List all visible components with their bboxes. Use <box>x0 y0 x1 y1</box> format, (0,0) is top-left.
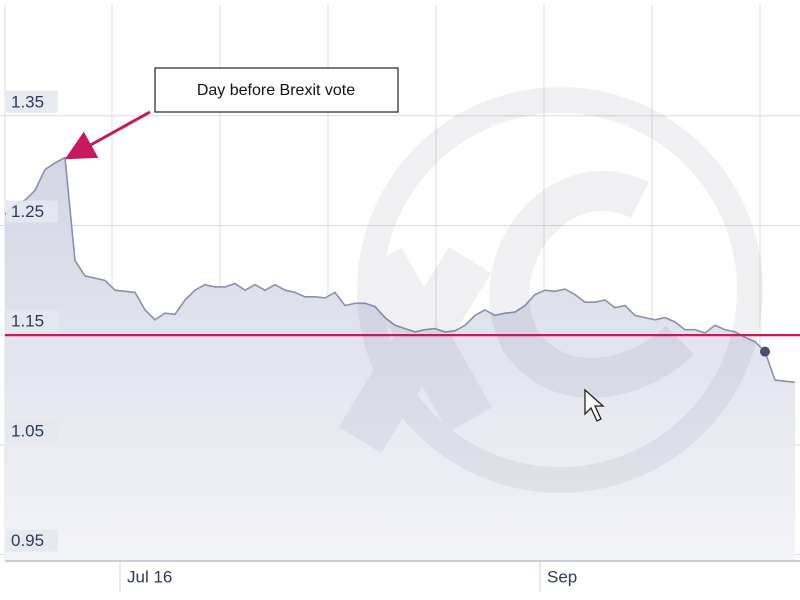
y-tick-label-box <box>6 200 58 223</box>
y-tick-label-box <box>6 310 58 333</box>
y-tick-label: 0.95 <box>11 531 44 550</box>
y-tick-label: 1.05 <box>11 421 44 440</box>
y-tick-label: 1.35 <box>11 92 44 111</box>
plot <box>4 156 800 560</box>
annotation: Day before Brexit vote <box>64 67 399 160</box>
watermark-ring <box>357 87 763 493</box>
mouse-cursor <box>584 388 605 422</box>
highlight-point <box>760 346 770 357</box>
area <box>5 157 795 560</box>
y-tick-label: 1.25 <box>11 202 44 221</box>
axes: 0.95 1.05 1.15 1.25 1.35 Jul 16 Sep <box>5 90 800 592</box>
watermark-x <box>338 246 492 454</box>
annotation-arrow <box>64 110 151 160</box>
y-tick-label-box <box>6 419 58 442</box>
y-tick-label-box <box>6 90 58 113</box>
watermark <box>338 87 763 493</box>
annotation-box <box>154 67 399 113</box>
y-tick-label: 1.15 <box>11 312 44 331</box>
line <box>4 156 796 384</box>
x-tick-label: Jul 16 <box>127 567 172 586</box>
watermark-e <box>489 170 695 398</box>
annotation-text: Day before Brexit vote <box>197 82 355 99</box>
x-tick-label: Sep <box>547 567 577 586</box>
y-tick-label-box <box>6 529 58 552</box>
